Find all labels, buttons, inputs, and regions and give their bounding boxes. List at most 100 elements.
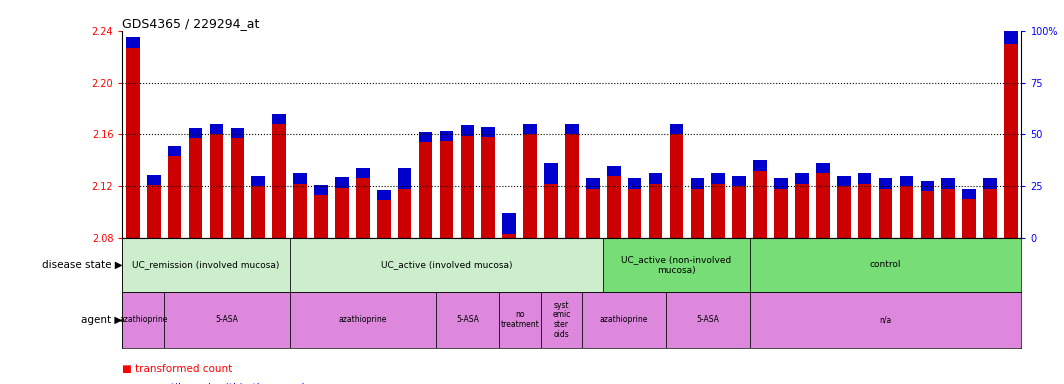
Text: UC_remission (involved mucosa): UC_remission (involved mucosa)	[132, 260, 280, 270]
Bar	[900, 176, 913, 186]
Bar	[482, 127, 495, 137]
Bar	[837, 186, 850, 238]
Bar	[314, 195, 328, 238]
Bar	[335, 187, 349, 238]
Bar	[231, 138, 244, 238]
Bar	[523, 124, 537, 134]
Bar	[666, 292, 750, 348]
Text: azathioprine: azathioprine	[600, 315, 648, 324]
Bar	[691, 179, 704, 189]
Bar	[1004, 44, 1018, 238]
Text: azathioprine: azathioprine	[119, 315, 167, 324]
Bar	[147, 175, 161, 185]
Bar	[586, 179, 600, 189]
Bar	[541, 292, 582, 348]
Bar	[775, 189, 787, 238]
Bar	[962, 189, 976, 199]
Text: azathioprine: azathioprine	[338, 315, 387, 324]
Bar	[168, 156, 182, 238]
Bar	[122, 292, 164, 348]
Bar	[582, 292, 666, 348]
Text: 5-ASA: 5-ASA	[696, 315, 719, 324]
Bar	[314, 185, 328, 195]
Bar	[419, 132, 432, 142]
Text: UC_active (non-involved
mucosa): UC_active (non-involved mucosa)	[621, 255, 732, 275]
Bar	[439, 141, 453, 238]
Bar	[669, 134, 683, 238]
Bar	[962, 199, 976, 238]
Bar	[188, 138, 202, 238]
Bar	[461, 136, 475, 238]
Bar	[164, 292, 289, 348]
Bar	[272, 124, 286, 238]
Bar	[356, 168, 369, 179]
Text: syst
emic
ster
oids: syst emic ster oids	[552, 301, 570, 339]
Bar	[753, 170, 767, 238]
Bar	[126, 37, 139, 48]
Bar	[775, 179, 787, 189]
Bar	[544, 163, 558, 184]
Bar	[188, 128, 202, 138]
Bar	[439, 131, 453, 141]
Bar	[436, 292, 499, 348]
Bar	[168, 146, 182, 156]
Bar	[983, 189, 997, 238]
Bar	[628, 189, 642, 238]
Bar	[816, 163, 830, 173]
Bar	[603, 238, 750, 292]
Bar	[1004, 31, 1018, 44]
Bar	[879, 179, 893, 189]
Bar	[499, 292, 541, 348]
Bar	[210, 124, 223, 134]
Bar	[858, 173, 871, 184]
Bar	[750, 292, 1021, 348]
Bar	[210, 134, 223, 238]
Bar	[289, 238, 603, 292]
Bar	[377, 200, 390, 238]
Bar	[732, 186, 746, 238]
Bar	[732, 176, 746, 186]
Bar	[544, 184, 558, 238]
Bar	[691, 189, 704, 238]
Bar	[669, 124, 683, 134]
Bar	[419, 142, 432, 238]
Bar	[565, 134, 579, 238]
Bar	[606, 166, 620, 176]
Bar	[289, 292, 436, 348]
Bar	[523, 134, 537, 238]
Bar	[795, 173, 809, 184]
Bar	[879, 189, 893, 238]
Bar	[712, 184, 725, 238]
Bar	[231, 128, 244, 138]
Bar	[837, 176, 850, 186]
Text: 5-ASA: 5-ASA	[216, 315, 238, 324]
Bar	[398, 168, 412, 189]
Bar	[712, 173, 725, 184]
Bar	[377, 190, 390, 200]
Bar	[942, 189, 955, 238]
Bar	[900, 186, 913, 238]
Bar	[628, 179, 642, 189]
Bar	[502, 214, 516, 234]
Text: disease state ▶: disease state ▶	[41, 260, 122, 270]
Bar	[482, 137, 495, 238]
Bar	[356, 179, 369, 238]
Bar	[122, 238, 289, 292]
Text: no
treatment: no treatment	[500, 310, 539, 329]
Bar	[294, 184, 306, 238]
Text: UC_active (involved mucosa): UC_active (involved mucosa)	[381, 260, 512, 270]
Bar	[398, 189, 412, 238]
Text: n/a: n/a	[880, 315, 892, 324]
Bar	[606, 176, 620, 238]
Bar	[795, 184, 809, 238]
Bar	[816, 173, 830, 238]
Bar	[335, 177, 349, 187]
Bar	[649, 173, 662, 184]
Bar	[251, 186, 265, 238]
Bar	[461, 125, 475, 136]
Bar	[753, 160, 767, 170]
Text: GDS4365 / 229294_at: GDS4365 / 229294_at	[122, 17, 260, 30]
Bar	[126, 48, 139, 238]
Bar	[750, 238, 1021, 292]
Text: ■ transformed count: ■ transformed count	[122, 364, 233, 374]
